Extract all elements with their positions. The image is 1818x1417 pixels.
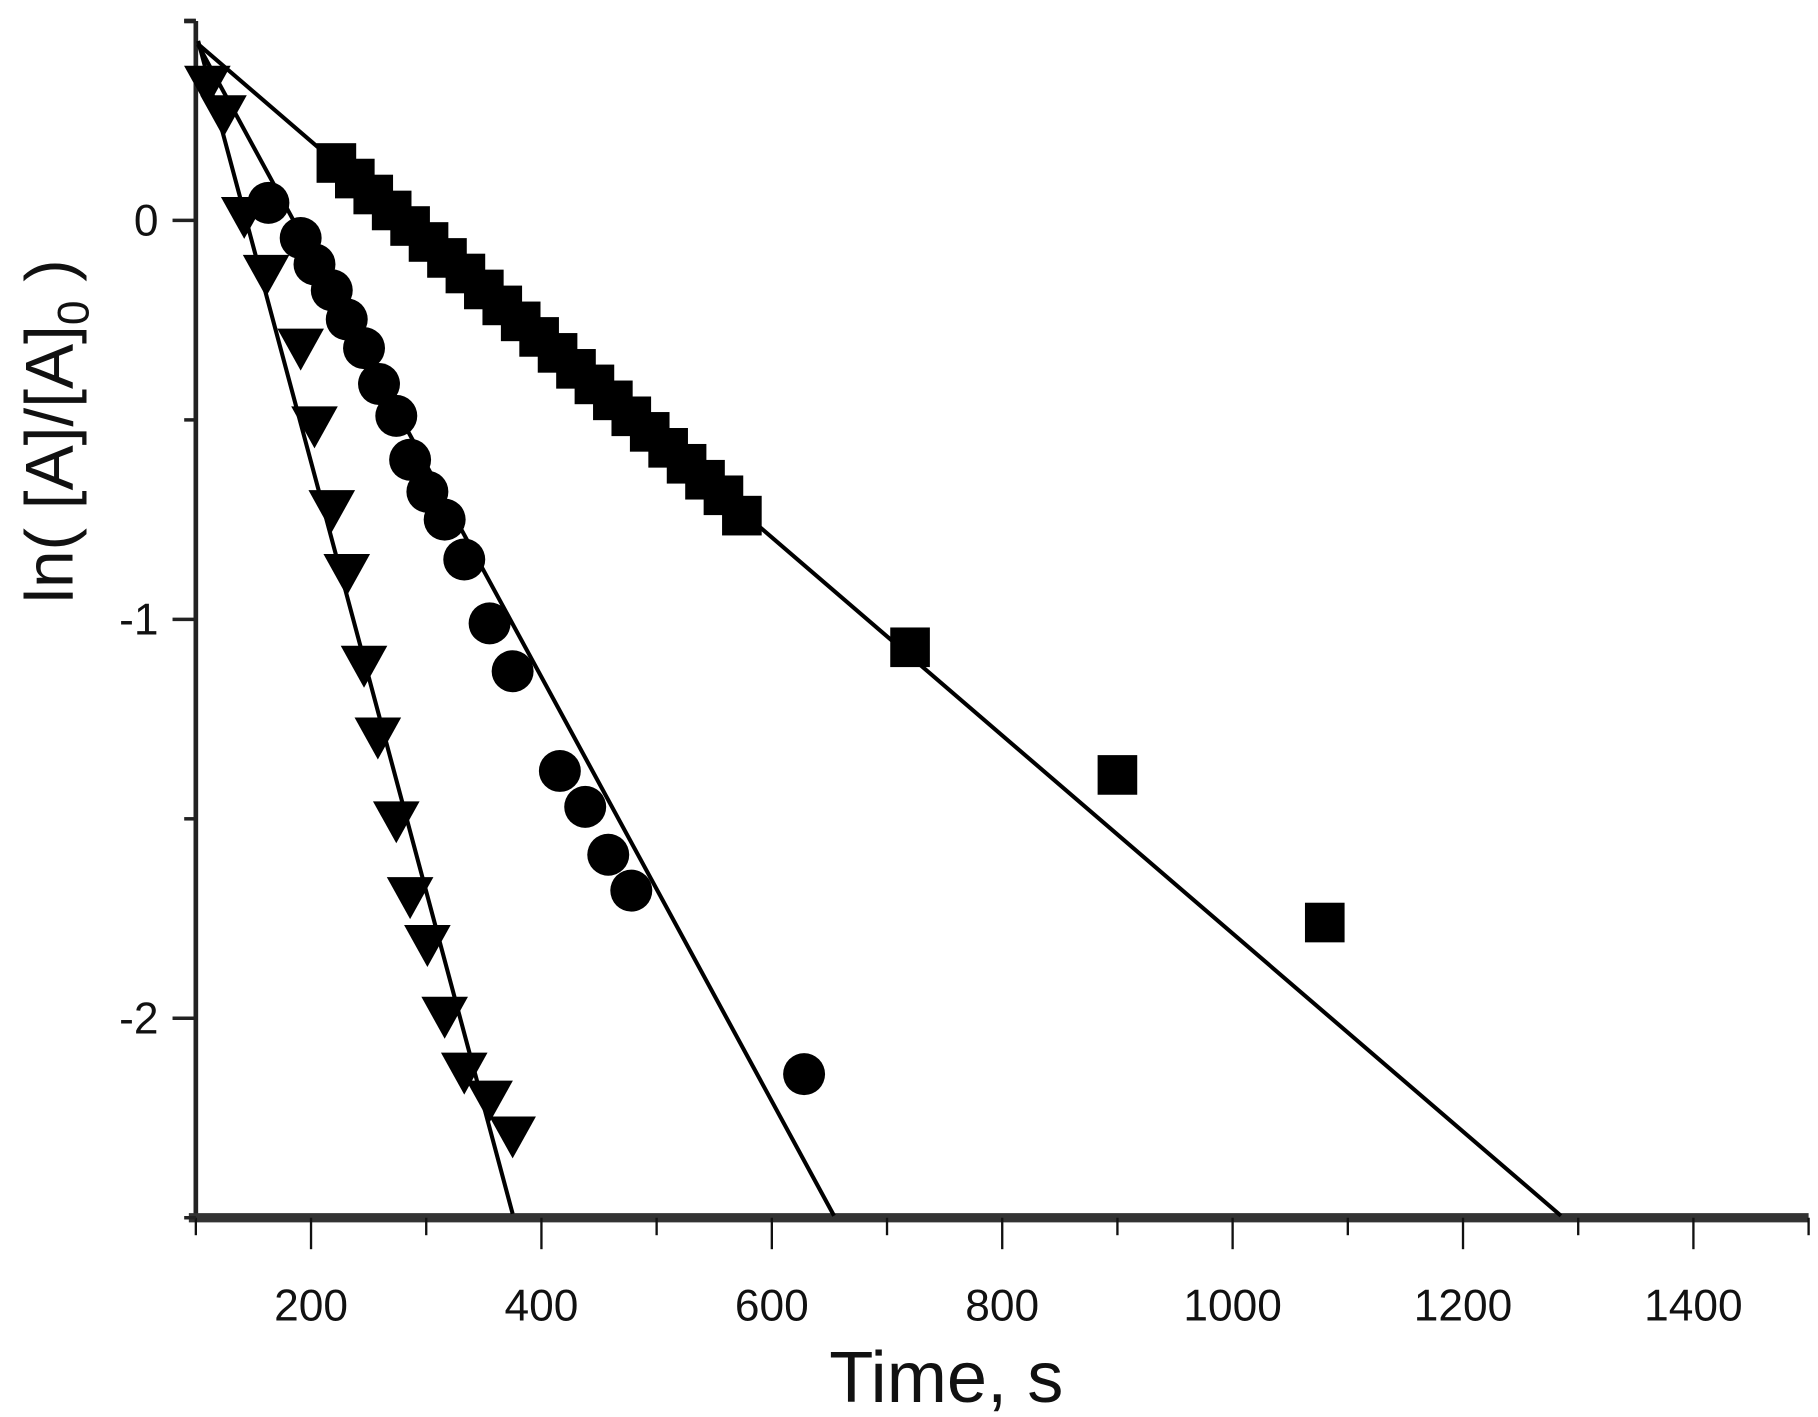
x-tick-label: 1400 — [1644, 1281, 1742, 1330]
fit-line-triangle-down — [196, 40, 515, 1215]
triangle-point — [277, 328, 324, 371]
x-tick-label: 1200 — [1414, 1281, 1512, 1330]
square-point — [890, 627, 930, 668]
triangle-point — [404, 925, 451, 967]
circle-point — [389, 438, 432, 481]
triangle-point — [372, 801, 420, 844]
triangle-point — [489, 1116, 536, 1159]
y-tick-label: -1 — [119, 596, 158, 645]
circle-point — [423, 498, 466, 541]
circle-point — [564, 785, 607, 828]
triangle-point — [308, 490, 356, 533]
triangle-point — [291, 406, 338, 449]
triangle-point — [466, 1080, 513, 1123]
circle-point — [783, 1053, 826, 1096]
circle-point — [610, 869, 653, 912]
y-axis-label-sub: 0 — [50, 301, 99, 326]
triangle-point — [354, 717, 402, 760]
x-tick-label: 400 — [505, 1281, 579, 1330]
triangle-point — [220, 196, 268, 239]
triangle-point — [386, 877, 434, 920]
x-tick-label: 800 — [965, 1281, 1039, 1330]
axes — [172, 18, 1810, 1250]
circle-point — [375, 394, 418, 437]
square-point — [1304, 902, 1345, 943]
x-tick-label: 600 — [735, 1281, 809, 1330]
y-tick-label: -2 — [119, 994, 158, 1043]
triangle-point — [242, 254, 290, 297]
x-axis-label: Time, s — [829, 1338, 1063, 1417]
x-tick-label: 1000 — [1183, 1281, 1281, 1330]
circle-point — [491, 650, 534, 693]
triangle-point — [200, 95, 247, 138]
triangle-point — [440, 1052, 488, 1095]
data-points — [184, 65, 1345, 1159]
circle-point — [538, 749, 581, 792]
square-point — [1097, 755, 1138, 795]
triangle-point — [323, 554, 371, 596]
tick-labels: 200 400 600 800 1000 1200 1400 0 -1 -2 — [119, 197, 1742, 1331]
y-axis-label-main: ln( [A]/[A] — [12, 325, 87, 603]
square-point — [722, 495, 762, 536]
circle-point — [343, 327, 386, 370]
circle-point — [587, 833, 630, 876]
circle-point — [443, 538, 486, 581]
triangle-point — [421, 996, 468, 1039]
triangle-point — [184, 65, 231, 108]
y-axis-label: ln( [A]/[A]0 ) — [12, 259, 98, 603]
triangle-point — [340, 645, 388, 688]
circle-point — [358, 363, 400, 405]
circle-point — [468, 602, 511, 645]
x-tick-label: 200 — [274, 1281, 348, 1330]
y-tick-label: 0 — [134, 197, 159, 246]
y-axis-label-tail: ) — [12, 259, 87, 300]
